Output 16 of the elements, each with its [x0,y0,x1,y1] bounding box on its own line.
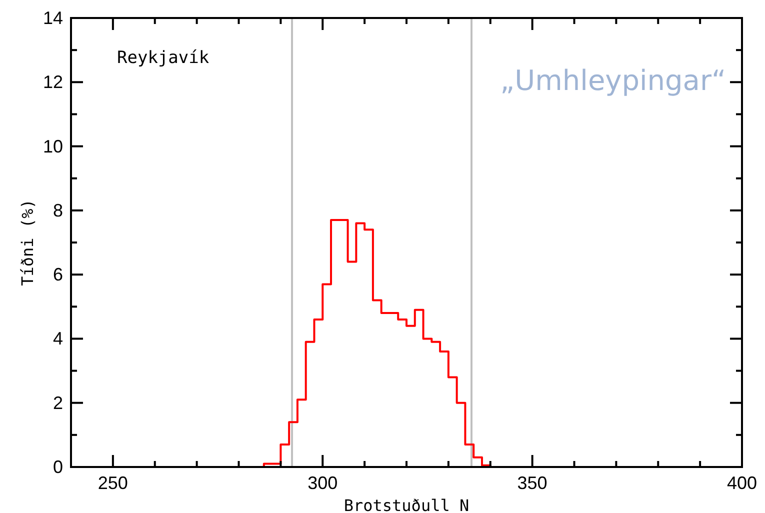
y-tick-label: 14 [42,8,63,28]
y-tick-label: 4 [52,328,63,349]
annotation: „Umhleypingar“ [500,64,726,97]
y-tick-label: 8 [52,200,63,220]
x-tick-label: 300 [308,473,338,493]
y-tick-label: 2 [52,392,63,413]
x-tick-label: 350 [517,473,548,493]
x-tick-label: 400 [726,473,758,493]
y-tick-label: 12 [42,72,63,92]
y-tick-label: 10 [42,136,63,156]
y-tick-label: 6 [52,264,63,285]
y-axis-title: Tíðni (%) [18,199,37,286]
annotation: Reykjavík [117,48,210,68]
x-tick-label: 250 [98,473,128,493]
y-tick-label: 0 [52,457,63,477]
x-axis-title: Brotstuðull N [344,496,470,513]
